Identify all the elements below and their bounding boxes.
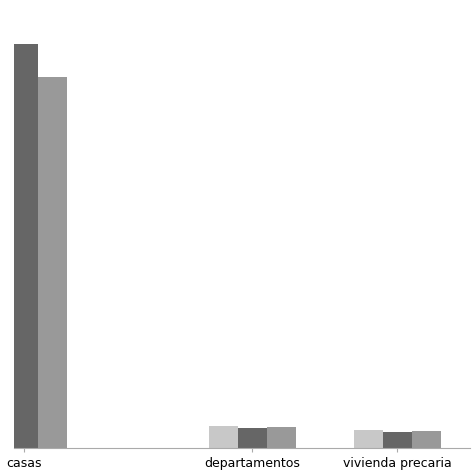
Bar xyxy=(266,427,296,448)
Bar xyxy=(354,429,383,448)
Bar xyxy=(0,64,9,448)
Bar xyxy=(209,426,237,448)
Bar xyxy=(38,77,67,448)
Bar xyxy=(383,432,412,448)
Bar xyxy=(237,428,266,448)
Bar xyxy=(9,45,38,448)
Bar xyxy=(412,431,441,448)
